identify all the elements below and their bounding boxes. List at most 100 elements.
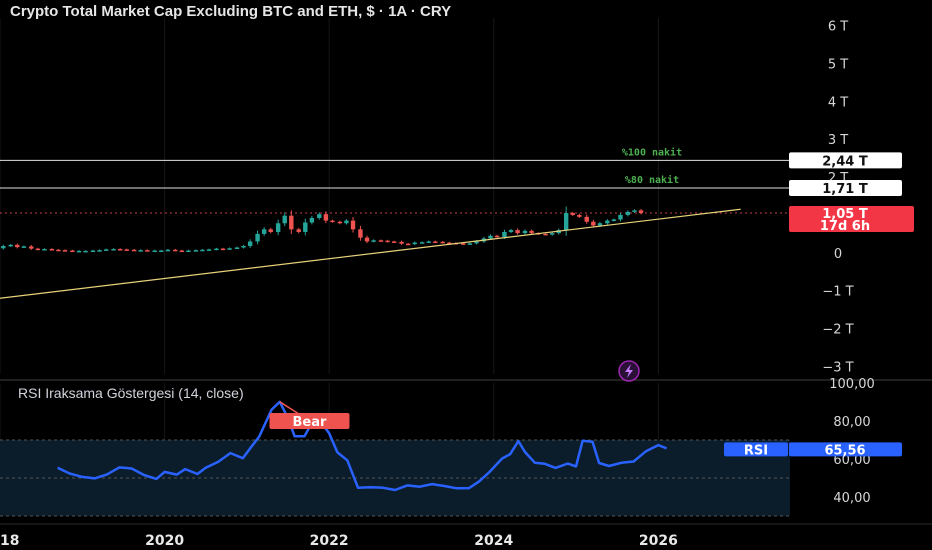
level-label: %100 nakit: [622, 146, 682, 158]
candle-body: [371, 240, 376, 242]
candle-body: [255, 233, 260, 242]
candle-body: [474, 241, 479, 244]
candle-body: [391, 241, 397, 243]
candle-body: [549, 233, 555, 235]
candle-body: [625, 211, 631, 215]
candle-body: [440, 241, 445, 244]
rsi-y-tick-label: 40,00: [833, 491, 870, 506]
rsi-line: [57, 400, 668, 492]
candle-body: [289, 215, 294, 230]
rsi-series: Bear: [57, 400, 668, 492]
main-grid: [0, 18, 659, 374]
candle-body: [577, 214, 582, 217]
candle-body: [42, 249, 47, 251]
candle-body: [419, 242, 425, 244]
candle-body: [522, 230, 528, 234]
candle-body: [275, 223, 281, 232]
misc-layer: [618, 360, 640, 382]
candle-body: [591, 221, 596, 226]
candle-body: [563, 213, 569, 231]
candle-body: [611, 219, 617, 221]
y-tick-label: −2 T: [822, 323, 853, 338]
candle-body: [502, 231, 507, 237]
rsi-name-badge: [724, 442, 788, 457]
candle-body: [323, 214, 329, 221]
candle-body: [227, 248, 232, 250]
current-price-badge: [789, 206, 914, 233]
candle-body: [412, 242, 417, 245]
candle-body: [570, 213, 575, 215]
candle-body: [159, 250, 164, 253]
candle-body: [584, 216, 589, 222]
candle-body: [378, 240, 384, 242]
candle-body: [234, 247, 240, 250]
rsi-y-tick-label: 80,00: [833, 415, 870, 430]
y-tick-label: −3 T: [822, 360, 853, 375]
rsi-indicator-title[interactable]: RSI Iraksama Göstergesi (14, close): [18, 385, 244, 401]
candle-body: [49, 249, 55, 251]
candle-body: [21, 246, 27, 248]
candle-body: [515, 230, 520, 234]
candle-body: [282, 215, 287, 224]
y-tick-label: −1 T: [822, 285, 853, 300]
candle-body: [152, 250, 157, 253]
candle-body: [206, 249, 212, 251]
candle-body: [426, 241, 431, 243]
candle-body: [296, 229, 301, 232]
candle-body: [138, 250, 143, 252]
candle-body: [186, 250, 191, 253]
candle-body: [317, 214, 322, 218]
x-tick-label: 2026: [639, 533, 678, 549]
candle-body: [433, 241, 438, 243]
candle-body: [261, 229, 267, 234]
candle-body: [29, 246, 34, 249]
candle-body: [350, 220, 356, 230]
candle-body: [131, 249, 137, 252]
candle-body: [494, 235, 500, 238]
current-price-badge-text: 1,05 T: [822, 207, 868, 222]
candle-body: [508, 230, 514, 232]
candle-body: [117, 249, 123, 251]
horizontal-levels[interactable]: %100 nakit %80 nakit: [0, 146, 790, 214]
candle-body: [309, 217, 315, 223]
level-price-badge-text: 2,44 T: [822, 154, 868, 169]
candle-body: [62, 250, 68, 252]
countdown-text: 17d 6h: [820, 219, 870, 234]
candle-body: [200, 249, 205, 252]
candle-body: [467, 243, 473, 245]
rsi-value-badge-text: 65,56: [824, 443, 865, 458]
x-tick-label: 2024: [474, 533, 513, 549]
level-price-badge: [789, 180, 902, 197]
candle-body: [214, 248, 219, 251]
candle-body: [344, 220, 349, 224]
level-price-badge-text: 1,71 T: [822, 182, 868, 197]
candle-body: [405, 243, 411, 246]
candle-body: [461, 243, 466, 245]
candle-body: [488, 235, 493, 239]
candle-body: [97, 250, 102, 252]
bear-label: Bear: [293, 415, 327, 430]
level-price-badge: [789, 152, 902, 169]
candle-body: [83, 250, 88, 253]
trendline-layer[interactable]: [0, 208, 741, 299]
candle-body: [15, 244, 20, 248]
candle-body: [364, 237, 370, 242]
candle-body: [173, 249, 178, 252]
level-label: %80 nakit: [625, 174, 679, 186]
rsi-y-tick-label: 60,00: [833, 453, 870, 468]
x-tick-label: 2022: [310, 533, 349, 549]
rsi-grid: [0, 383, 790, 517]
y-tick-label: 3 T: [828, 133, 848, 148]
candle-body: [90, 250, 96, 253]
rsi-value-badge: [789, 442, 902, 457]
candle-body: [337, 221, 343, 224]
candle-body: [1, 245, 6, 249]
y-tick-label: 4 T: [828, 95, 848, 110]
rsi-y-tick-label: 100,00: [829, 377, 875, 392]
trendline[interactable]: [0, 208, 741, 299]
candle-body: [56, 249, 61, 252]
candle-body: [35, 248, 41, 251]
candle-body: [638, 210, 644, 214]
